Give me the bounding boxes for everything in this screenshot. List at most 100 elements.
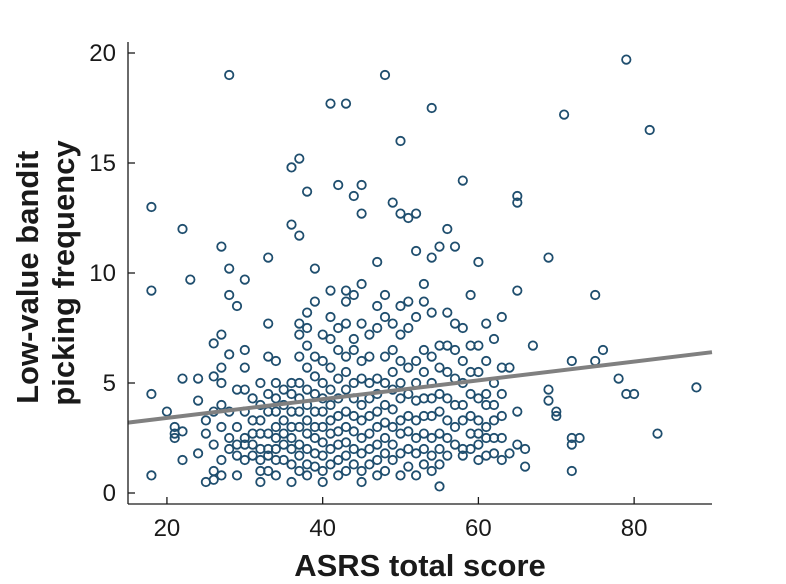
data-point xyxy=(301,443,313,455)
data-point xyxy=(426,465,437,477)
data-point xyxy=(364,377,375,389)
data-point xyxy=(224,432,235,444)
data-point xyxy=(387,404,398,415)
data-point xyxy=(340,465,352,477)
data-point xyxy=(356,355,367,367)
data-point xyxy=(301,415,313,426)
data-point xyxy=(286,443,297,455)
data-point xyxy=(208,371,219,382)
data-point xyxy=(519,461,531,472)
data-point xyxy=(496,454,507,466)
data-point xyxy=(340,366,352,378)
data-point xyxy=(426,102,437,114)
data-point xyxy=(644,124,655,136)
data-point xyxy=(465,443,476,455)
data-point xyxy=(418,459,429,470)
data-point xyxy=(317,355,328,367)
data-point xyxy=(465,410,476,422)
data-point xyxy=(309,432,320,444)
data-point xyxy=(216,454,227,466)
data-point xyxy=(395,208,406,219)
data-point xyxy=(426,410,437,422)
data-point xyxy=(395,415,406,426)
data-point xyxy=(473,340,484,351)
data-point xyxy=(340,296,352,307)
data-point xyxy=(224,349,235,360)
data-point xyxy=(301,186,313,197)
data-point xyxy=(597,344,609,356)
y-tick-label: 10 xyxy=(89,260,116,287)
data-point xyxy=(356,318,367,329)
data-point xyxy=(628,388,640,400)
data-point xyxy=(395,448,406,459)
data-point xyxy=(177,454,188,466)
y-axis-title-line-2: picking frequency xyxy=(46,140,81,406)
data-point xyxy=(309,351,320,362)
data-point xyxy=(403,426,414,437)
data-point xyxy=(348,426,359,437)
data-point xyxy=(465,289,476,301)
data-point xyxy=(185,274,196,285)
data-point xyxy=(208,474,219,485)
data-point xyxy=(372,322,383,334)
data-point xyxy=(169,432,180,444)
data-point xyxy=(395,135,406,147)
data-point xyxy=(216,241,227,252)
data-point xyxy=(294,318,305,329)
y-tick-label: 0 xyxy=(103,480,116,507)
data-point xyxy=(387,344,398,356)
data-point xyxy=(566,465,577,477)
y-tick-label: 20 xyxy=(89,40,116,67)
data-point xyxy=(278,384,289,395)
data-point xyxy=(169,421,180,433)
data-point xyxy=(410,208,422,219)
data-point xyxy=(270,443,281,455)
data-point xyxy=(333,373,344,384)
data-point xyxy=(263,428,274,439)
data-point xyxy=(333,426,344,437)
data-point xyxy=(270,406,281,417)
data-point xyxy=(231,470,243,481)
data-point xyxy=(442,432,453,444)
data-point xyxy=(348,333,359,345)
data-point xyxy=(333,410,344,422)
data-points xyxy=(146,54,702,492)
data-point xyxy=(146,470,157,481)
data-point xyxy=(418,366,429,378)
x-axis-title: ASRS total score xyxy=(294,548,546,583)
data-point xyxy=(216,399,227,411)
data-point xyxy=(294,153,305,164)
data-point xyxy=(193,448,204,459)
data-point xyxy=(442,223,453,235)
data-point xyxy=(364,329,375,340)
data-point xyxy=(333,344,344,356)
data-point xyxy=(426,450,437,461)
data-point xyxy=(364,443,375,455)
data-point xyxy=(177,373,188,384)
data-point xyxy=(286,476,297,488)
data-point xyxy=(496,311,507,323)
data-point xyxy=(434,481,445,492)
data-point xyxy=(403,362,414,373)
data-point xyxy=(504,448,515,459)
data-point xyxy=(294,450,305,461)
data-point xyxy=(574,432,585,444)
data-point xyxy=(418,443,429,455)
data-point xyxy=(278,415,289,426)
data-point xyxy=(426,393,437,404)
data-point xyxy=(356,415,367,426)
data-point xyxy=(418,278,429,290)
data-point xyxy=(372,373,383,384)
data-point xyxy=(543,384,554,395)
data-point xyxy=(410,245,422,257)
data-point xyxy=(294,465,305,477)
data-point xyxy=(317,450,328,461)
data-point xyxy=(449,344,461,356)
data-point xyxy=(449,421,461,433)
data-point xyxy=(442,366,453,378)
data-point xyxy=(317,437,328,448)
data-point xyxy=(348,344,359,356)
data-point xyxy=(340,406,352,417)
data-point xyxy=(333,179,344,191)
data-point xyxy=(348,410,359,422)
